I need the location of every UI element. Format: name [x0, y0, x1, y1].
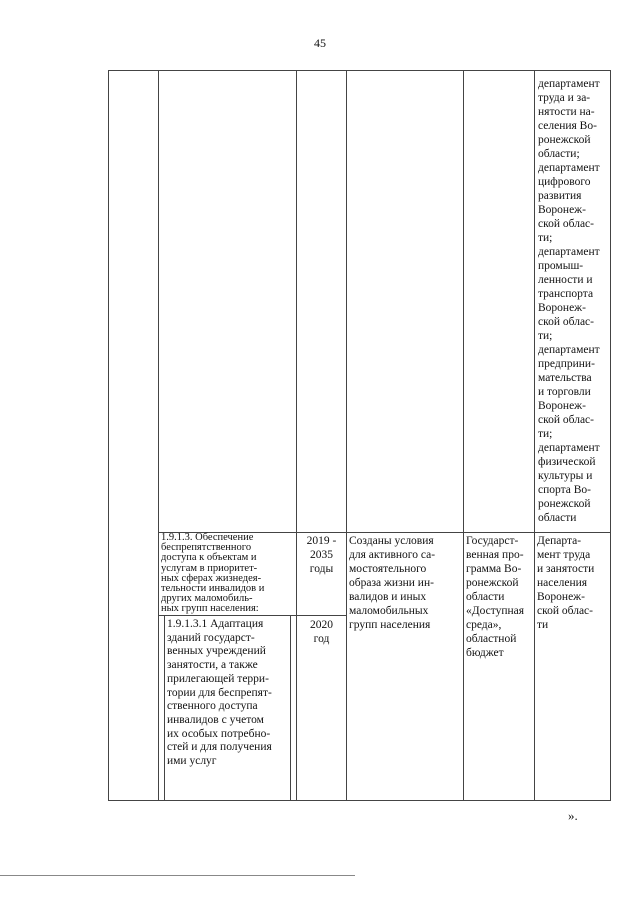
- footer-line: [0, 875, 355, 876]
- funding-source-1913: Государст- венная про- грамма Во- ронежс…: [466, 535, 525, 659]
- col-border: [463, 70, 464, 801]
- table-top-border: [108, 70, 610, 71]
- col-border: [296, 70, 297, 801]
- responsible-1913: Департа- мент труда и занятости населени…: [537, 535, 595, 631]
- period-1913: 2019 - 2035 годы: [306, 535, 337, 575]
- measure-19131: 1.9.1.3.1 Адаптация зданий государст- ве…: [167, 618, 272, 768]
- measure-1913: 1.9.1.3. Обеспечение беспрепятственного …: [161, 532, 265, 615]
- responsible-departments: департамент труда и за- нятости на- селе…: [538, 78, 600, 524]
- closing-quote: ».: [568, 808, 578, 823]
- col-border: [534, 70, 535, 801]
- table-bottom-border: [108, 800, 610, 801]
- col-border: [164, 615, 165, 800]
- col-border: [346, 70, 347, 801]
- col-border: [610, 70, 611, 801]
- col-border: [108, 70, 109, 801]
- col-border: [290, 615, 291, 800]
- col-border: [158, 70, 159, 801]
- result-1913: Созданы условия для активного са- мостоя…: [349, 535, 436, 631]
- row-divider: [158, 532, 610, 533]
- period-19131: 2020 год: [310, 619, 333, 645]
- page-number: 45: [314, 36, 326, 50]
- subrow-divider: [158, 615, 346, 616]
